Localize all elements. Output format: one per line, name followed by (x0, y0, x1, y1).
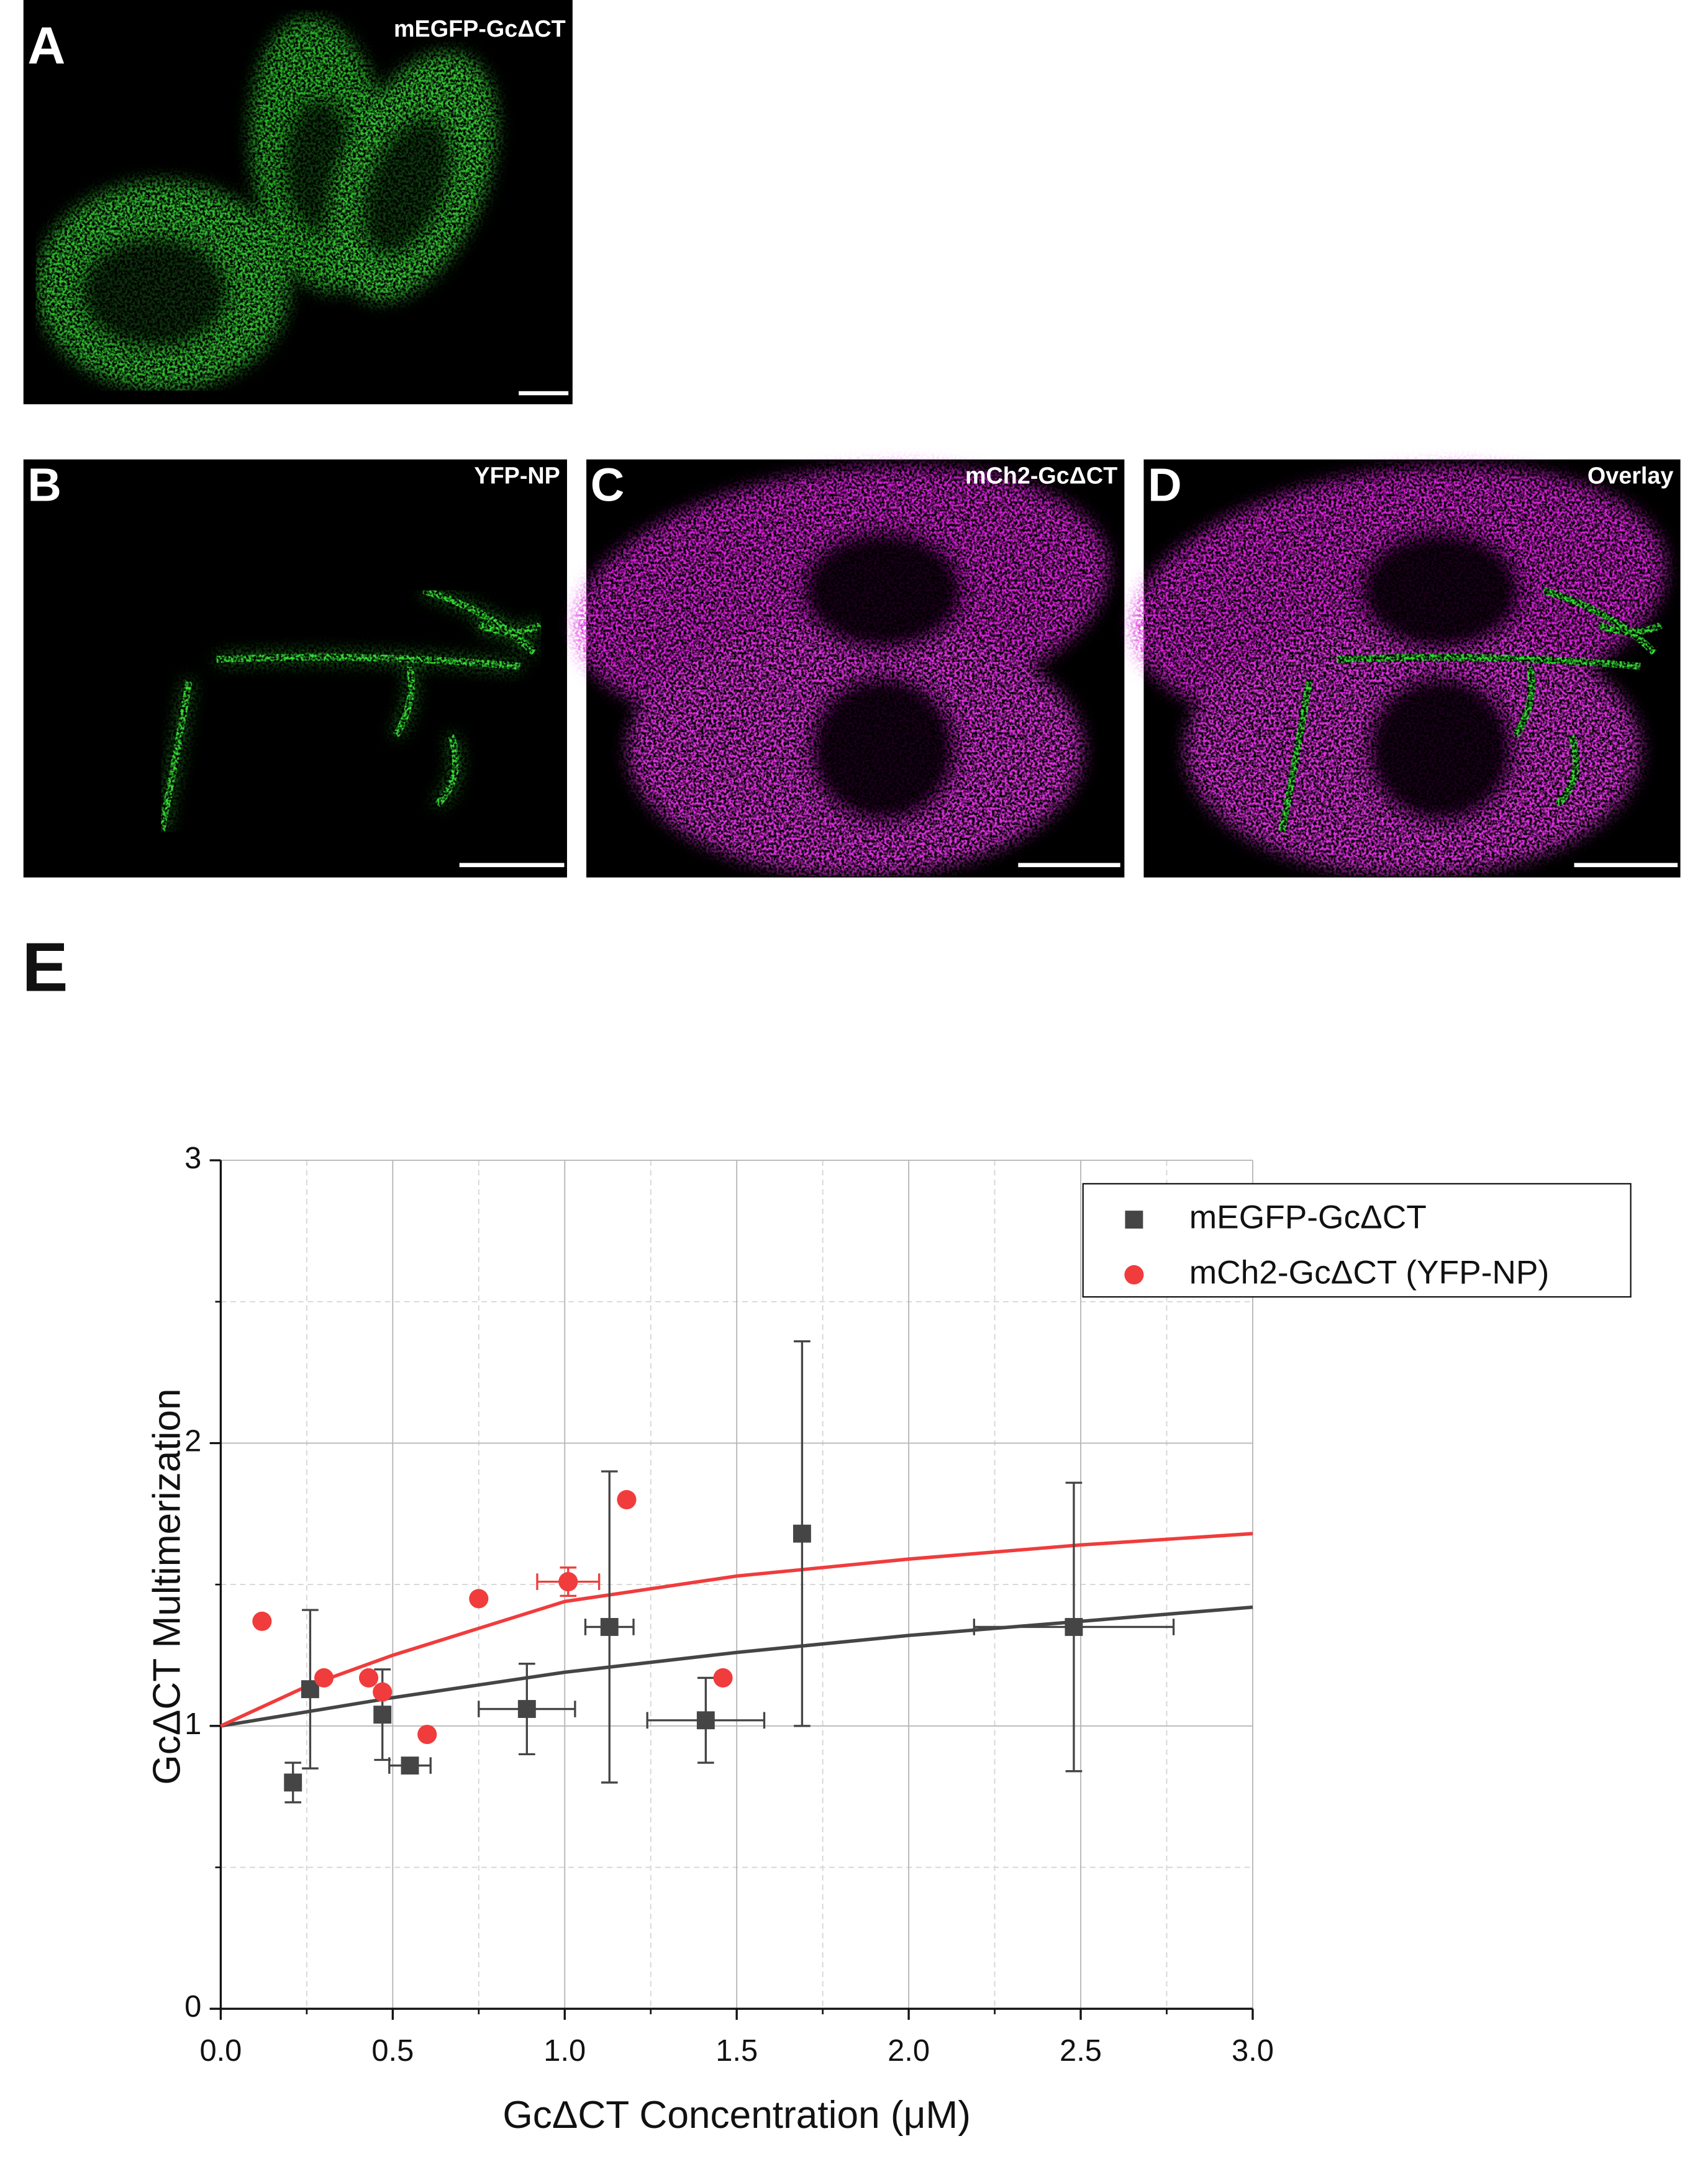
data-point (401, 1756, 419, 1775)
data-point (713, 1668, 733, 1688)
legend-box (1082, 1183, 1632, 1298)
data-point (314, 1668, 334, 1688)
chart: GcΔCT Concentration (μM) GcΔCT Multimeri… (146, 1142, 1632, 2137)
legend-label: mEGFP-GcΔCT (1189, 1199, 1427, 1236)
x-tick-label: 0.0 (199, 2034, 242, 2068)
data-point (517, 1700, 536, 1718)
data-point (284, 1773, 302, 1792)
data-point (696, 1711, 715, 1730)
x-axis-label: GcΔCT Concentration (μM) (502, 2094, 971, 2137)
y-tick-label: 1 (184, 1707, 201, 1741)
x-tick-label: 1.0 (543, 2034, 586, 2068)
panel-label: Overlay (1588, 463, 1674, 489)
data-point (1065, 1618, 1083, 1636)
legend-marker (1124, 1265, 1144, 1285)
data-point (373, 1682, 393, 1702)
data-point (600, 1618, 619, 1636)
panel-b: B YFP-NP (23, 459, 567, 878)
panel-c: C mCh2-GcΔCT (557, 434, 1126, 878)
data-point (558, 1572, 578, 1592)
figure-content: A mEGFP-GcΔCT B YFP-NP C mCh2-GcΔCT D Ov… (22, 0, 1683, 2137)
data-point (373, 1706, 392, 1724)
panel-a: A mEGFP-GcΔCT (23, 0, 573, 404)
x-tick-label: 1.5 (715, 2034, 758, 2068)
x-tick-label: 2.5 (1060, 2034, 1102, 2068)
y-tick-label: 2 (184, 1424, 201, 1458)
fit-curve (220, 1605, 1253, 1728)
y-tick-label: 0 (184, 1990, 201, 2024)
panel-letter: B (27, 459, 61, 511)
data-point (417, 1724, 437, 1745)
panel-letter: A (27, 16, 65, 75)
panel-d: D Overlay (1115, 434, 1683, 878)
x-tick-label: 0.5 (371, 2034, 414, 2068)
data-point (617, 1490, 637, 1510)
x-tick-label: 3.0 (1232, 2034, 1274, 2068)
data-point (469, 1589, 489, 1609)
data-point (252, 1611, 272, 1631)
x-tick-label: 2.0 (888, 2034, 930, 2068)
data-point (793, 1524, 811, 1543)
panel-label: mCh2-GcΔCT (965, 463, 1117, 489)
y-axis-label: GcΔCT Multimerization (146, 1388, 189, 1784)
panel-letter: C (591, 459, 625, 511)
panel-label: YFP-NP (474, 463, 560, 489)
panel-label: mEGFP-GcΔCT (394, 16, 566, 42)
panel-letter: D (1148, 459, 1182, 511)
panel-letter: E (22, 928, 68, 1006)
legend-marker (1125, 1211, 1143, 1229)
y-tick-label: 3 (184, 1142, 201, 1175)
data-point (359, 1668, 379, 1688)
legend-label: mCh2-GcΔCT (YFP-NP) (1189, 1255, 1549, 1291)
